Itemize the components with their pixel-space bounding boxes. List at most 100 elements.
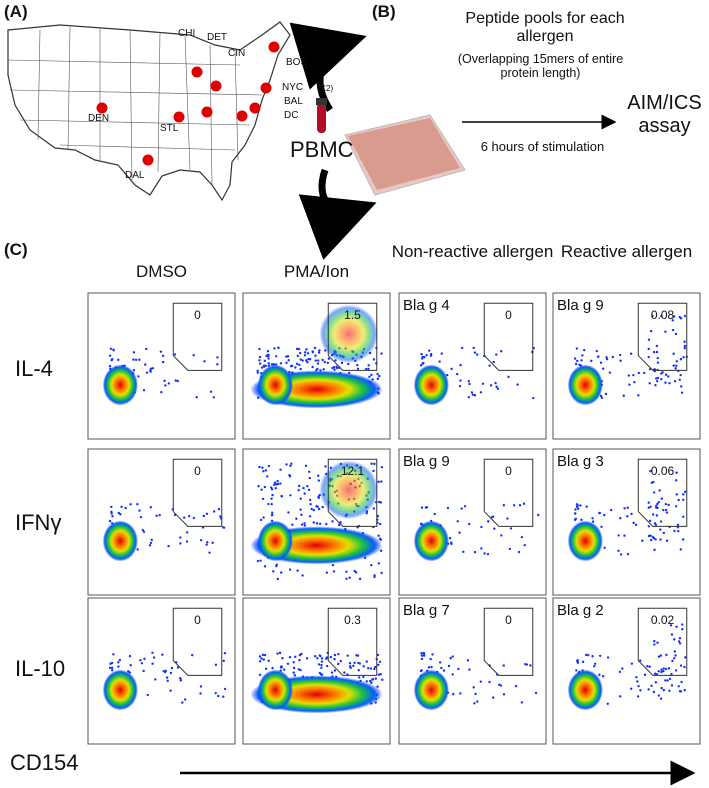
event-dot (672, 315, 676, 318)
event-dot (300, 523, 304, 526)
event-dot (629, 352, 633, 355)
event-dot (520, 535, 524, 539)
event-dot (305, 657, 309, 660)
event-dot (174, 379, 177, 382)
event-dot (656, 641, 659, 644)
event-dot (675, 625, 678, 628)
event-dot (490, 515, 494, 519)
event-dot (419, 669, 423, 673)
event-dot (440, 352, 443, 355)
event-dot (263, 565, 267, 568)
gate-value: 0.06 (650, 464, 675, 479)
gate-value: 0 (194, 613, 201, 628)
event-dot (664, 679, 667, 682)
event-dot (422, 361, 425, 365)
event-dot (304, 351, 307, 354)
event-dot (606, 702, 609, 706)
event-dot (345, 570, 348, 573)
event-dot (297, 668, 300, 671)
allergen-label: Bla g 4 (403, 297, 450, 314)
event-dot (187, 514, 191, 518)
event-dot (267, 357, 270, 360)
gate-value: 1.5 (344, 308, 361, 323)
event-dot (679, 373, 682, 377)
event-dot (173, 353, 177, 356)
event-dot (680, 391, 684, 394)
event-dot (320, 673, 323, 676)
event-dot (491, 696, 495, 699)
event-dot (653, 548, 656, 552)
event-dot (270, 497, 273, 500)
event-dot (181, 701, 184, 704)
event-dot (223, 687, 227, 691)
event-dot (265, 354, 268, 358)
density-blob (567, 364, 603, 406)
event-dot (516, 383, 519, 386)
event-dot (354, 571, 358, 574)
event-dot (617, 549, 620, 553)
event-dot (459, 363, 462, 367)
event-dot (576, 359, 579, 363)
peptide-note: (Overlapping 15mers of entire protein le… (457, 52, 624, 81)
event-dot (118, 658, 122, 662)
event-dot (149, 541, 153, 545)
event-dot (333, 653, 337, 657)
column-header: Non-reactive allergen (391, 242, 554, 261)
event-dot (298, 363, 301, 367)
event-dot (632, 521, 635, 525)
event-dot (151, 367, 155, 370)
event-dot (455, 372, 459, 376)
event-dot (285, 361, 288, 365)
event-dot (467, 395, 471, 399)
event-dot (279, 362, 283, 365)
event-dot (211, 541, 214, 544)
event-dot (677, 685, 680, 688)
row-label: IFNγ (15, 510, 62, 535)
event-dot (580, 359, 583, 362)
event-dot (191, 653, 194, 657)
event-dot (195, 396, 198, 399)
event-dot (303, 524, 307, 527)
city-dot (173, 111, 185, 123)
event-dot (683, 314, 687, 318)
cell-label: PBMC (290, 137, 354, 162)
event-dot (299, 367, 302, 371)
event-dot (308, 470, 311, 473)
event-dot (276, 482, 280, 486)
event-dot (152, 656, 156, 659)
event-dot (192, 353, 195, 357)
gate (172, 458, 223, 527)
event-dot (317, 351, 321, 354)
event-dot (682, 498, 685, 502)
event-dot (109, 347, 113, 351)
event-dot (655, 673, 659, 676)
event-dot (142, 530, 146, 533)
density-blob (257, 364, 293, 406)
plot-frame (398, 292, 547, 440)
gate-value: 0 (505, 613, 512, 628)
event-dot (619, 695, 622, 698)
event-dot (467, 380, 470, 383)
event-dot (304, 359, 308, 362)
event-dot (471, 393, 475, 396)
event-dot (576, 504, 579, 507)
gate-value: 0.3 (344, 613, 361, 628)
plot-frame (87, 292, 236, 440)
event-dot (442, 669, 446, 672)
event-dot (266, 350, 270, 353)
event-dot (578, 363, 581, 366)
event-dot (307, 357, 310, 361)
city-label: DC (284, 110, 299, 121)
allergen-label: Bla g 3 (557, 453, 604, 470)
event-dot (655, 344, 659, 348)
event-dot (575, 347, 579, 350)
event-dot (222, 695, 225, 698)
event-dot (677, 529, 680, 533)
gate (483, 607, 534, 676)
event-dot (573, 512, 577, 515)
event-dot (308, 476, 312, 480)
event-dot (425, 353, 428, 357)
event-dot (216, 356, 219, 359)
gate (327, 458, 378, 527)
